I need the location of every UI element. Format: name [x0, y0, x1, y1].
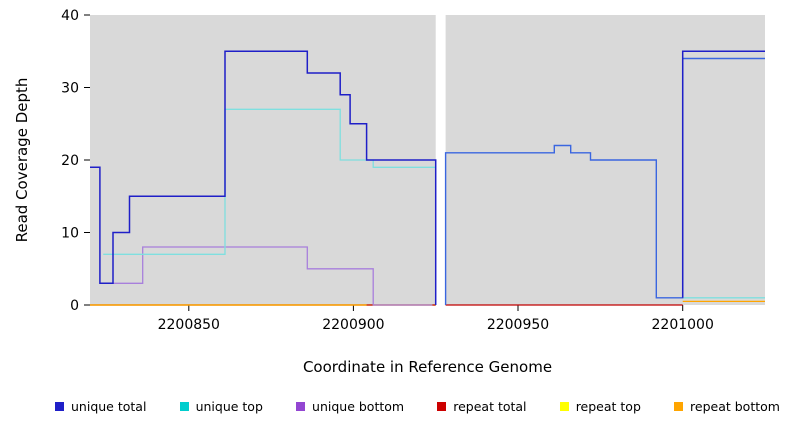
- legend-label: repeat bottom: [690, 399, 780, 414]
- svg-text:40: 40: [61, 8, 79, 24]
- x-axis-title: Coordinate in Reference Genome: [302, 358, 553, 376]
- legend-swatch-unique-top: [179, 402, 189, 411]
- legend-item-unique-top: unique top: [179, 399, 263, 414]
- svg-text:2200950: 2200950: [487, 317, 549, 333]
- legend-item-repeat-total: repeat total: [437, 399, 527, 414]
- legend-swatch-repeat-bottom: [674, 402, 684, 411]
- svg-text:2200900: 2200900: [322, 317, 384, 333]
- y-axis-title: Read Coverage Depth: [13, 77, 31, 243]
- svg-text:20: 20: [61, 153, 79, 169]
- legend-label: unique total: [71, 399, 147, 414]
- legend-label: repeat total: [453, 399, 527, 414]
- svg-text:30: 30: [61, 81, 79, 97]
- legend-swatch-repeat-total: [437, 402, 447, 411]
- legend-item-unique-bottom: unique bottom: [296, 399, 404, 414]
- legend: unique total unique top unique bottom re…: [0, 399, 792, 414]
- legend-label: unique top: [195, 399, 263, 414]
- svg-text:2201000: 2201000: [652, 317, 714, 333]
- legend-label: unique bottom: [312, 399, 405, 414]
- legend-label: repeat top: [575, 399, 641, 414]
- legend-swatch-repeat-top: [559, 402, 569, 411]
- svg-text:10: 10: [61, 226, 79, 242]
- legend-item-repeat-bottom: repeat bottom: [674, 399, 780, 414]
- svg-text:2200850: 2200850: [158, 317, 220, 333]
- legend-item-repeat-top: repeat top: [559, 399, 641, 414]
- legend-item-unique-total: unique total: [55, 399, 146, 414]
- svg-text:0: 0: [70, 298, 79, 314]
- plot-area: 2200850 2200900 2200950 2201000 0 10 20 30 40: [61, 8, 765, 333]
- legend-swatch-unique-bottom: [296, 402, 306, 411]
- legend-swatch-unique-total: [55, 402, 64, 411]
